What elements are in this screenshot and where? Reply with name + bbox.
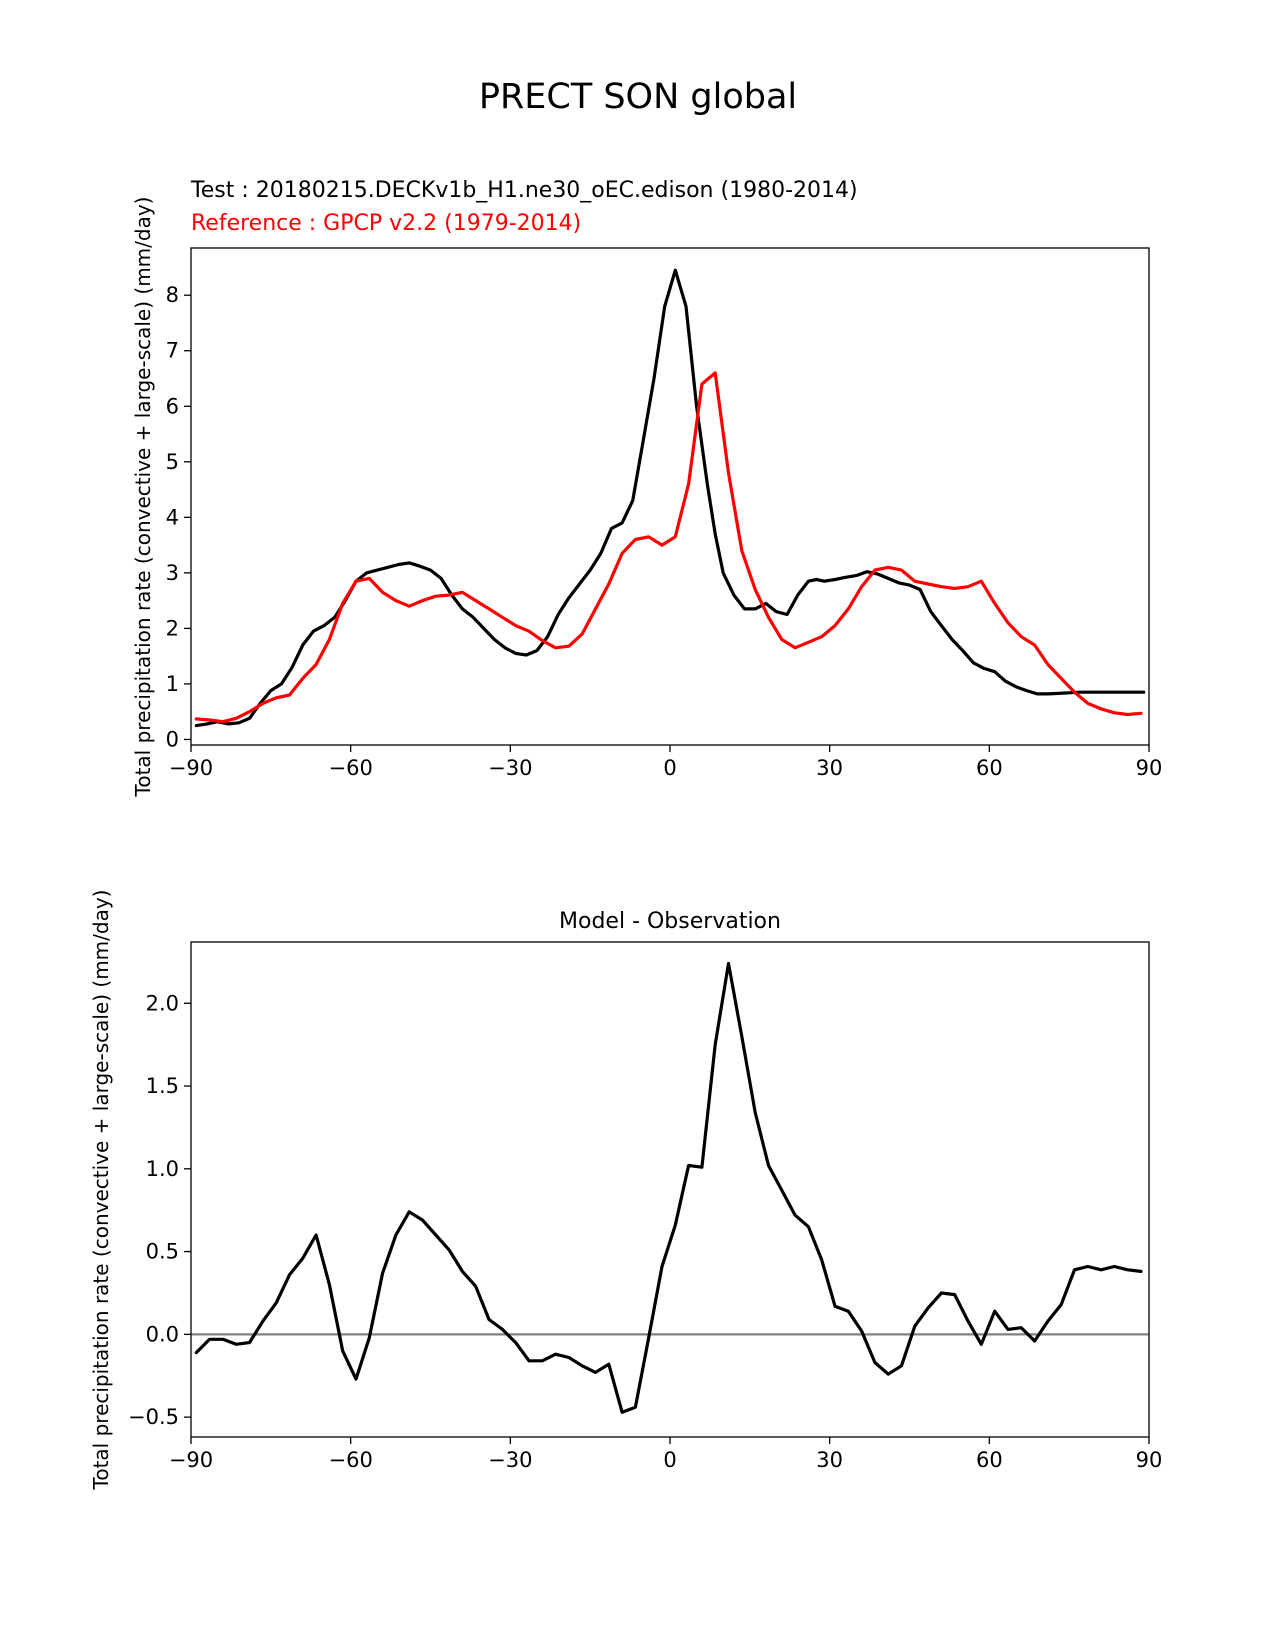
top-y-tick-label: 2 xyxy=(166,616,179,640)
bottom-y-axis-label: Total precipitation rate (convective + l… xyxy=(89,890,113,1491)
top-x-tick-label: −90 xyxy=(169,756,213,780)
bottom-y-tick-label: 1.0 xyxy=(146,1157,179,1181)
bottom-y-tick-label: 2.0 xyxy=(146,991,179,1015)
bottom-y-tick-label: 0.0 xyxy=(146,1322,179,1346)
top-x-tick-label: −30 xyxy=(488,756,532,780)
top-y-tick-label: 5 xyxy=(166,450,179,474)
bottom-x-tick-label: −60 xyxy=(329,1448,373,1472)
top-y-tick-label: 0 xyxy=(166,727,179,751)
top-tick-layer: −90 −60 −30 0 30 60 90 0 1 2 3 4 5 6 7 8 xyxy=(166,283,1163,780)
top-panel: Test : 20180215.DECKv1b_H1.ne30_oEC.edis… xyxy=(131,178,1162,797)
bottom-panel-title: Model - Observation xyxy=(559,909,781,934)
bottom-y-tick-label: 1.5 xyxy=(146,1074,179,1098)
bottom-y-tick-label: −0.5 xyxy=(128,1405,179,1429)
bottom-panel: Model - Observation −90 −60 −30 0 30 60 90 −0.5… xyxy=(89,890,1162,1491)
top-series-layer xyxy=(194,268,1146,728)
bottom-series-difference xyxy=(194,961,1143,1414)
top-y-tick-label: 6 xyxy=(166,394,179,418)
figure-title: PRECT SON global xyxy=(479,77,797,117)
top-y-tick-label: 4 xyxy=(166,505,179,529)
bottom-x-tick-label: 60 xyxy=(976,1448,1003,1472)
top-y-tick-label: 8 xyxy=(166,283,179,307)
top-y-tick-label: 7 xyxy=(166,339,179,363)
top-axes-frame xyxy=(190,247,1150,746)
top-y-tick-label: 3 xyxy=(166,561,179,585)
reference-label: Reference : GPCP v2.2 (1979-2014) xyxy=(191,211,581,236)
bottom-tick-layer: −90 −60 −30 0 30 60 90 −0.5 0.0 0.5 1.0 1.5 2.0 xyxy=(128,991,1162,1472)
top-x-tick-label: 90 xyxy=(1136,756,1163,780)
bottom-axes-frame xyxy=(190,941,1150,1438)
bottom-series-layer xyxy=(194,961,1143,1414)
bottom-x-tick-label: 90 xyxy=(1136,1448,1163,1472)
top-y-tick-label: 1 xyxy=(166,672,179,696)
top-y-axis-label: Total precipitation rate (convective + l… xyxy=(131,197,155,798)
test-label: Test : 20180215.DECKv1b_H1.ne30_oEC.edis… xyxy=(190,178,858,203)
top-x-tick-label: 60 xyxy=(976,756,1003,780)
top-x-tick-label: 0 xyxy=(663,756,676,780)
bottom-x-tick-label: −90 xyxy=(169,1448,213,1472)
top-x-tick-label: −60 xyxy=(329,756,373,780)
top-series-reference xyxy=(194,371,1143,724)
top-x-tick-label: 30 xyxy=(816,756,843,780)
bottom-y-tick-label: 0.5 xyxy=(146,1240,179,1264)
bottom-x-tick-label: −30 xyxy=(488,1448,532,1472)
bottom-x-tick-label: 0 xyxy=(663,1448,676,1472)
bottom-x-tick-label: 30 xyxy=(816,1448,843,1472)
